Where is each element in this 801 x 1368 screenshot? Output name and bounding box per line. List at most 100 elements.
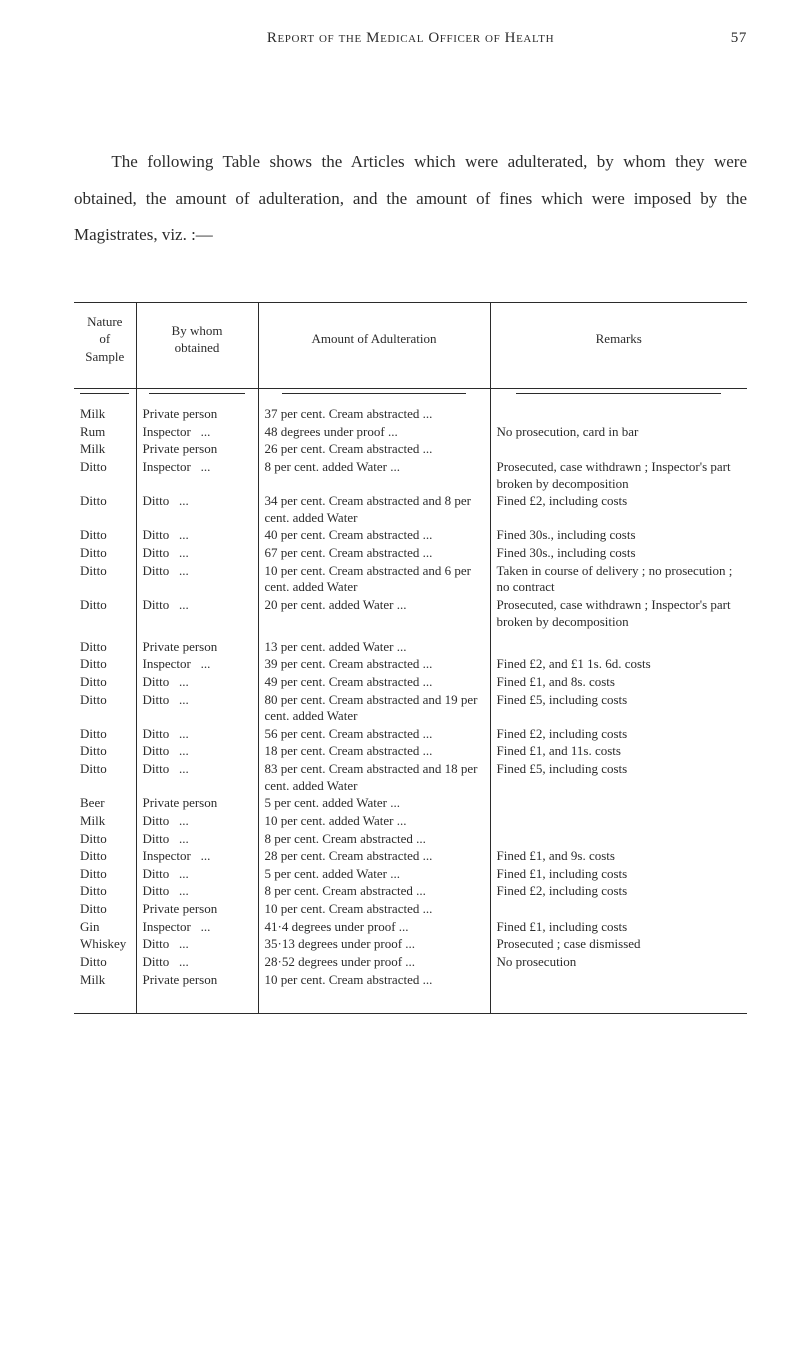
cell-remarks: Fined £2, including costs (490, 725, 747, 743)
table-row: DittoDitto20 per cent. added Water ...Pr… (74, 596, 747, 630)
cell-amount: 83 per cent. Cream abstracted and 18 per… (258, 761, 490, 795)
cell-whom: Ditto (136, 545, 258, 563)
cell-whom: Ditto (136, 743, 258, 761)
cell-amount: 10 per cent. Cream abstracted ... (258, 901, 490, 919)
table-row: WhiskeyDitto35·13 degrees under proof ..… (74, 936, 747, 954)
table-row: DittoPrivate person10 per cent. Cream ab… (74, 901, 747, 919)
table-row: DittoDitto18 per cent. Cream abstracted … (74, 743, 747, 761)
cell-nature: Ditto (74, 596, 136, 630)
table-row: DittoDitto34 per cent. Cream abstracted … (74, 493, 747, 527)
cell-nature: Ditto (74, 458, 136, 492)
cell-remarks: Fined £5, including costs (490, 761, 747, 795)
cell-amount: 18 per cent. Cream abstracted ... (258, 743, 490, 761)
cell-whom: Ditto (136, 562, 258, 596)
cell-nature: Beer (74, 795, 136, 813)
cell-whom: Ditto (136, 865, 258, 883)
cell-nature: Gin (74, 918, 136, 936)
cell-nature: Ditto (74, 673, 136, 691)
cell-remarks (490, 971, 747, 989)
table-row: MilkDitto10 per cent. added Water ... (74, 812, 747, 830)
table-row: DittoInspector39 per cent. Cream abstrac… (74, 656, 747, 674)
cell-nature: Ditto (74, 545, 136, 563)
cell-amount: 26 per cent. Cream abstracted ... (258, 441, 490, 459)
cell-amount: 39 per cent. Cream abstracted ... (258, 656, 490, 674)
table-row: DittoPrivate person13 per cent. added Wa… (74, 631, 747, 656)
th-remarks: Remarks (490, 303, 747, 388)
cell-amount: 80 per cent. Cream abstracted and 19 per… (258, 691, 490, 725)
cell-whom: Ditto (136, 673, 258, 691)
cell-amount: 5 per cent. added Water ... (258, 865, 490, 883)
cell-nature: Ditto (74, 493, 136, 527)
cell-remarks: No prosecution, card in bar (490, 423, 747, 441)
cell-whom: Inspector (136, 656, 258, 674)
cell-nature: Milk (74, 441, 136, 459)
cell-amount: 10 per cent. Cream abstracted ... (258, 971, 490, 989)
cell-whom: Private person (136, 441, 258, 459)
cell-nature: Ditto (74, 691, 136, 725)
cell-amount: 37 per cent. Cream abstracted ... (258, 406, 490, 424)
page-number: 57 (719, 28, 747, 48)
cell-remarks (490, 441, 747, 459)
table-row: GinInspector41·4 degrees under proof ...… (74, 918, 747, 936)
cell-nature: Ditto (74, 527, 136, 545)
cell-nature: Milk (74, 406, 136, 424)
cell-whom: Ditto (136, 761, 258, 795)
table-row: DittoDitto 8 per cent. Cream abstracted … (74, 883, 747, 901)
cell-whom: Inspector (136, 458, 258, 492)
cell-remarks (490, 812, 747, 830)
cell-amount: 48 degrees under proof ... (258, 423, 490, 441)
cell-whom: Ditto (136, 812, 258, 830)
cell-whom: Inspector (136, 423, 258, 441)
cell-amount: 8 per cent. added Water ... (258, 458, 490, 492)
cell-amount: 40 per cent. Cream abstracted ... (258, 527, 490, 545)
cell-nature: Rum (74, 423, 136, 441)
cell-whom: Private person (136, 795, 258, 813)
cell-remarks: Fined £5, including costs (490, 691, 747, 725)
table-row: DittoDitto56 per cent. Cream abstracted … (74, 725, 747, 743)
cell-amount: 8 per cent. Cream abstracted ... (258, 883, 490, 901)
cell-amount: 10 per cent. Cream abstracted and 6 per … (258, 562, 490, 596)
cell-nature: Ditto (74, 631, 136, 656)
cell-amount: 28·52 degrees under proof ... (258, 953, 490, 971)
cell-remarks: Fined 30s., including costs (490, 527, 747, 545)
cell-amount: 67 per cent. Cream abstracted ... (258, 545, 490, 563)
cell-nature: Ditto (74, 656, 136, 674)
cell-remarks: Fined 30s., including costs (490, 545, 747, 563)
table-row: DittoDitto 8 per cent. Cream abstracted … (74, 830, 747, 848)
cell-whom: Ditto (136, 691, 258, 725)
cell-nature: Ditto (74, 901, 136, 919)
cell-amount: 35·13 degrees under proof ... (258, 936, 490, 954)
cell-remarks: Prosecuted ; case dismissed (490, 936, 747, 954)
table-row: RumInspector48 degrees under proof ...No… (74, 423, 747, 441)
table-row: DittoDitto67 per cent. Cream abstracted … (74, 545, 747, 563)
table-row: DittoDitto80 per cent. Cream abstracted … (74, 691, 747, 725)
cell-nature: Ditto (74, 883, 136, 901)
cell-whom: Ditto (136, 596, 258, 630)
table-row: DittoDitto40 per cent. Cream abstracted … (74, 527, 747, 545)
cell-amount: 5 per cent. added Water ... (258, 795, 490, 813)
cell-whom: Private person (136, 406, 258, 424)
adulteration-table: NatureofSample By whomobtained Amount of… (74, 302, 747, 1014)
cell-remarks: Fined £1, and 9s. costs (490, 848, 747, 866)
cell-remarks (490, 795, 747, 813)
cell-nature: Ditto (74, 725, 136, 743)
intro-paragraph: The following Table shows the Articles w… (74, 144, 747, 254)
cell-amount: 28 per cent. Cream abstracted ... (258, 848, 490, 866)
table-row: DittoDitto 5 per cent. added Water ...Fi… (74, 865, 747, 883)
cell-remarks (490, 830, 747, 848)
cell-remarks: No prosecution (490, 953, 747, 971)
cell-whom: Ditto (136, 883, 258, 901)
cell-whom: Ditto (136, 725, 258, 743)
table-row: DittoDitto49 per cent. Cream abstracted … (74, 673, 747, 691)
table-row: BeerPrivate person 5 per cent. added Wat… (74, 795, 747, 813)
cell-amount: 13 per cent. added Water ... (258, 631, 490, 656)
cell-remarks: Fined £2, including costs (490, 883, 747, 901)
cell-whom: Ditto (136, 953, 258, 971)
cell-whom: Ditto (136, 830, 258, 848)
cell-remarks: Fined £1, and 8s. costs (490, 673, 747, 691)
running-title: Report of the Medical Officer of Health (74, 28, 719, 48)
cell-remarks (490, 631, 747, 656)
cell-amount: 56 per cent. Cream abstracted ... (258, 725, 490, 743)
cell-remarks: Fined £2, including costs (490, 493, 747, 527)
cell-nature: Ditto (74, 865, 136, 883)
